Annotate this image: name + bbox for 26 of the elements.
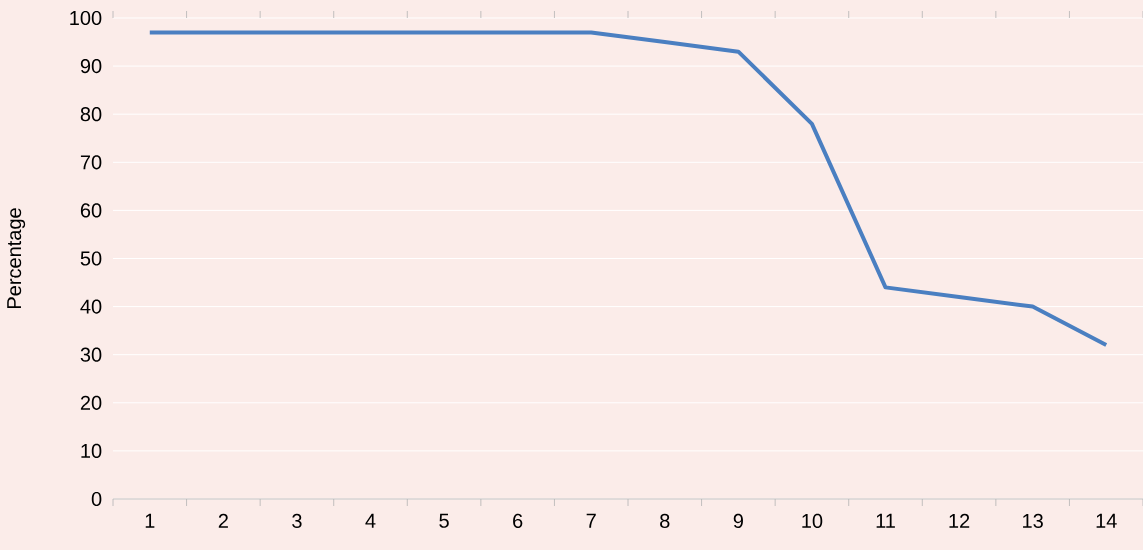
y-tick-label: 50 xyxy=(80,251,102,266)
y-tick-label: 100 xyxy=(70,10,102,26)
x-tick-label: 9 xyxy=(733,513,743,529)
y-tick-label: 30 xyxy=(80,347,102,362)
x-tick-label: 14 xyxy=(1096,513,1117,528)
y-tick-label: 90 xyxy=(80,59,102,74)
y-tick-label: 20 xyxy=(80,395,102,410)
y-tick-label: 0 xyxy=(91,491,102,507)
x-tick-label: 6 xyxy=(513,513,523,529)
x-tick-label: 1 xyxy=(145,513,155,528)
x-tick-label: 10 xyxy=(802,513,823,529)
x-tick-label: 3 xyxy=(292,513,302,529)
y-tick-label: 80 xyxy=(80,107,102,122)
y-tick-label: 10 xyxy=(81,443,102,458)
y-tick-label: 40 xyxy=(80,299,102,314)
x-tick-label: 5 xyxy=(439,513,449,528)
y-axis-title: Percentage xyxy=(7,208,26,308)
y-tick-label: 70 xyxy=(80,155,102,170)
x-tick-label: 12 xyxy=(949,513,970,528)
x-tick-label: 8 xyxy=(660,513,670,529)
y-tick-label: 60 xyxy=(80,203,102,218)
x-tick-label: 13 xyxy=(1023,513,1043,529)
x-tick-label: 7 xyxy=(586,513,596,528)
x-tick-label: 11 xyxy=(876,513,895,528)
x-tick-label: 4 xyxy=(365,513,376,528)
x-tick-label: 2 xyxy=(218,513,228,528)
